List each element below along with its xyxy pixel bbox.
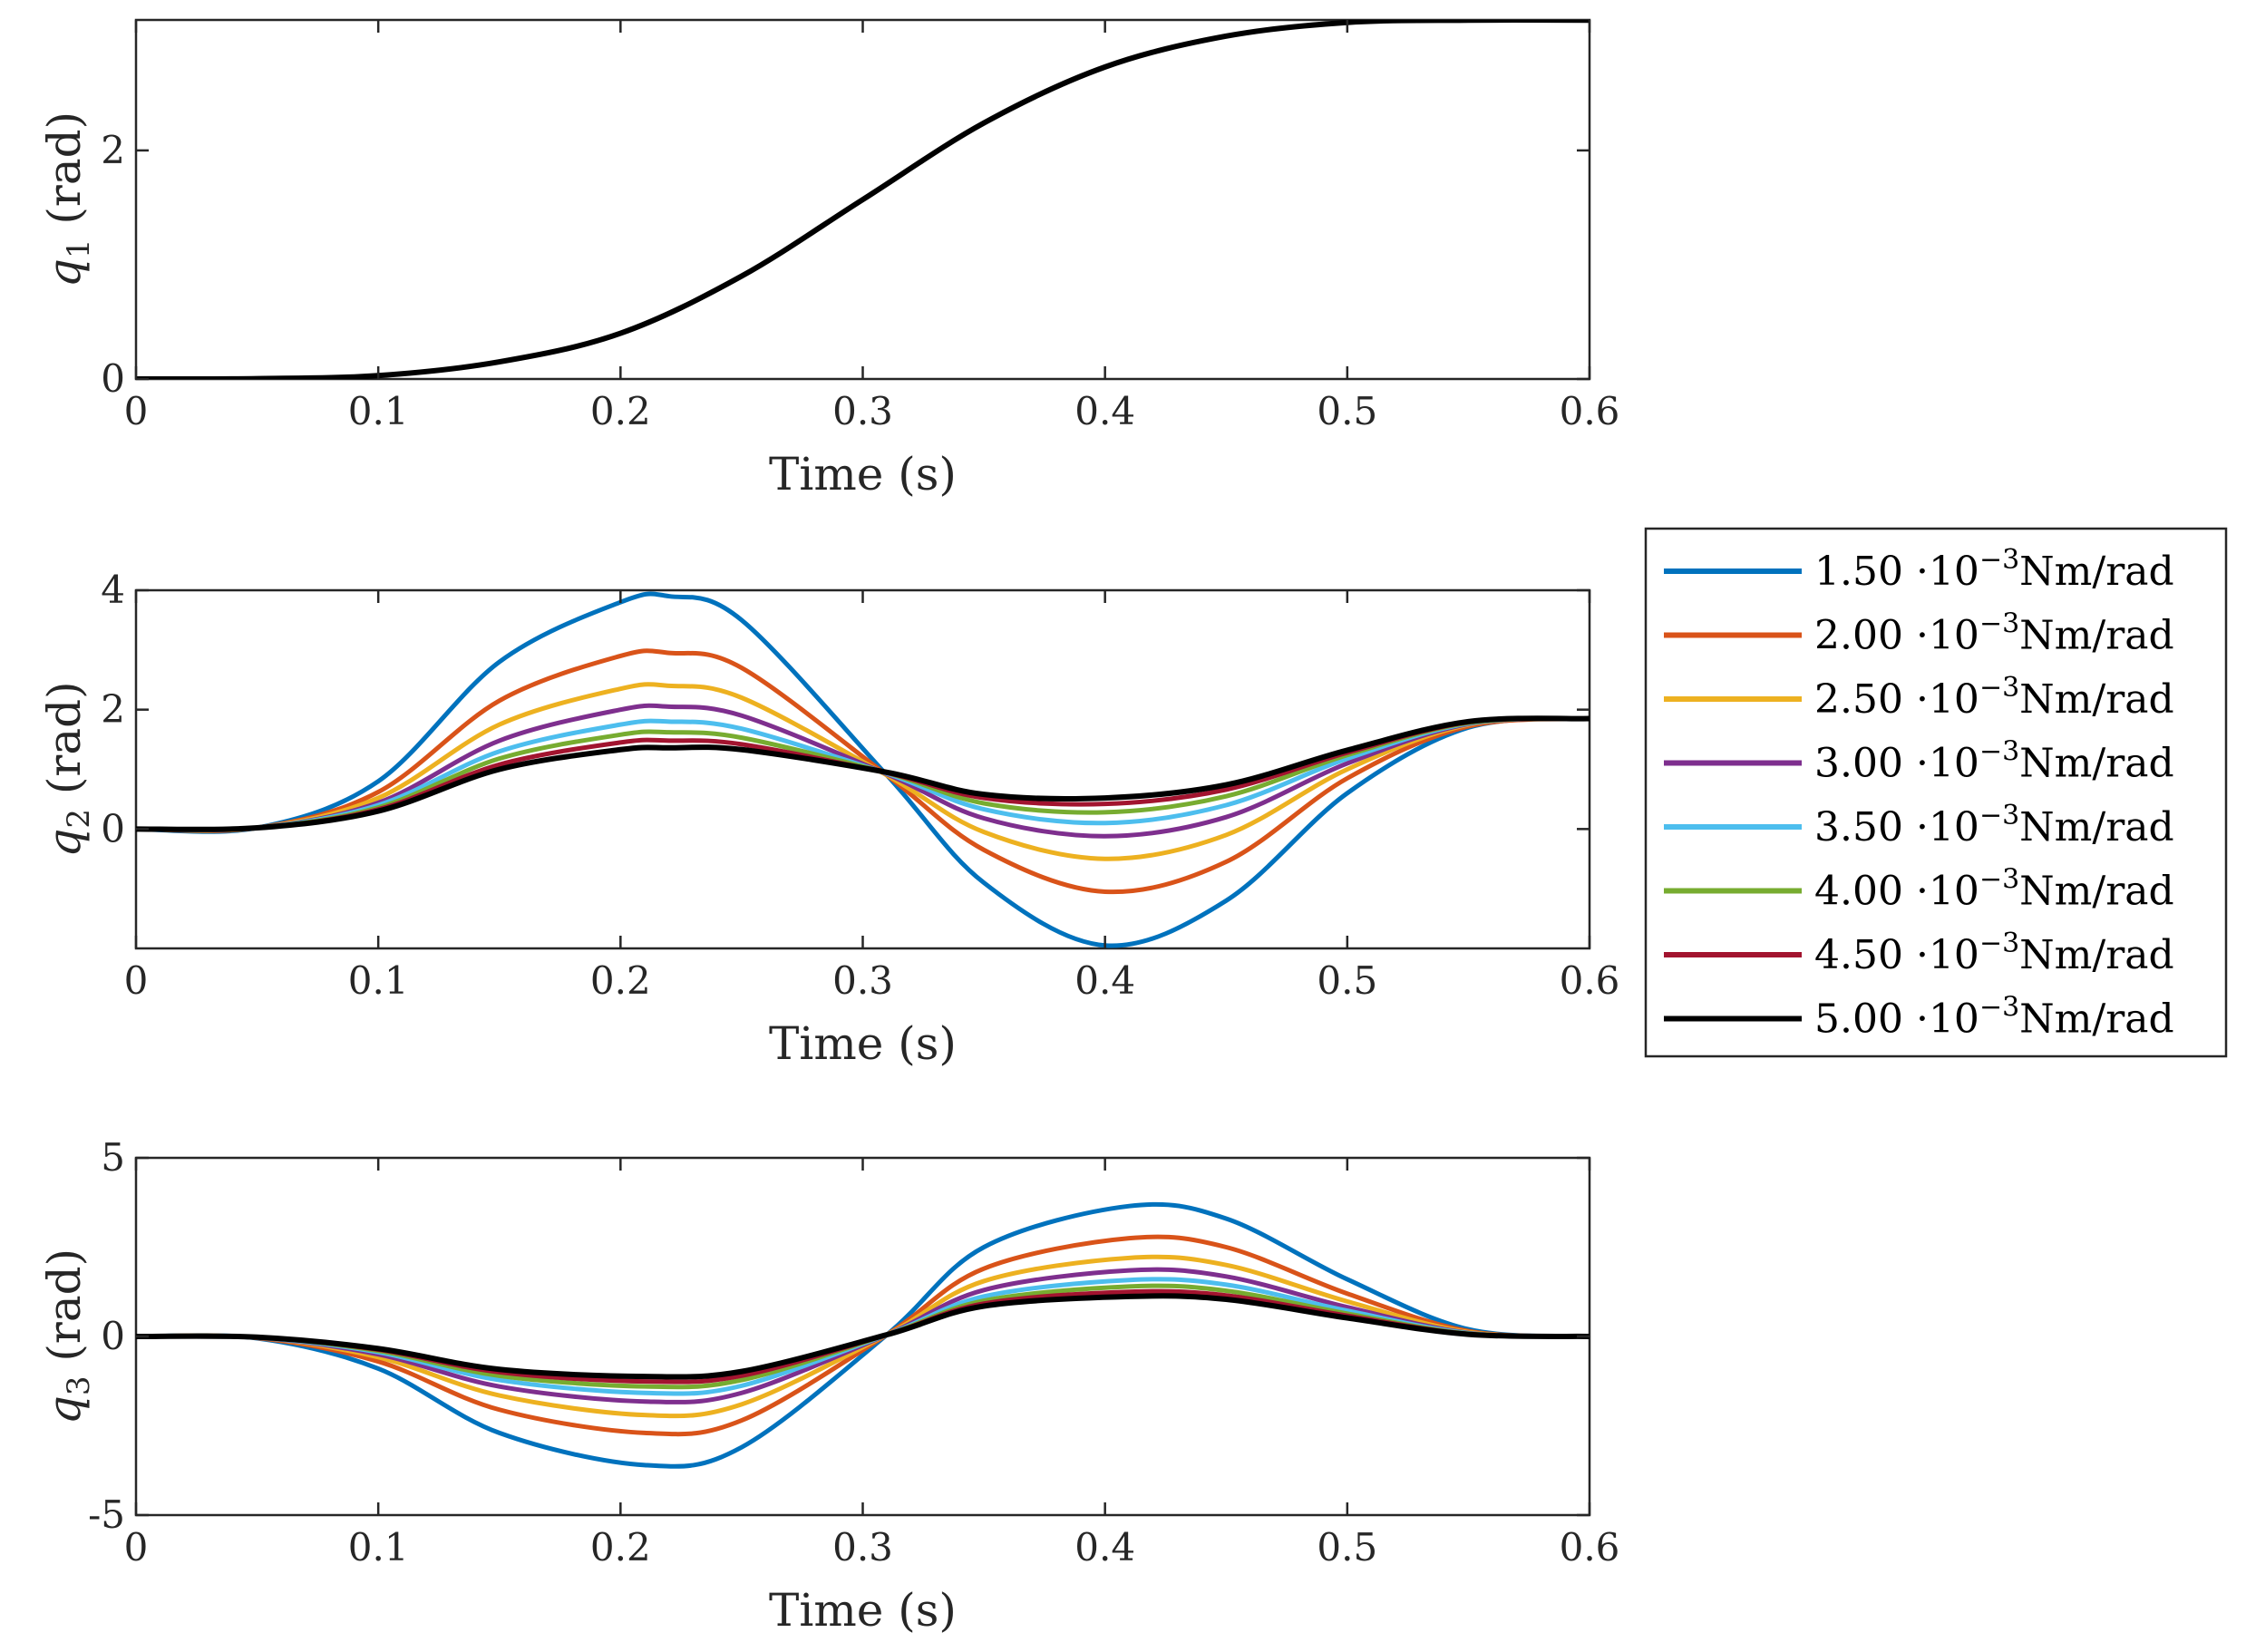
x-tick-label-q2: 0.4 bbox=[1074, 958, 1135, 1003]
x-tick-label-q1: 0.6 bbox=[1560, 389, 1620, 433]
subplots: 0 0.1 0.2 0.3 0.4 0.5 0.6 0 2 Time (s) q1 (rad) 0 0.… bbox=[38, 18, 1620, 1637]
legend-box bbox=[1644, 527, 2228, 1058]
y-tick-label-q3: 5 bbox=[101, 1135, 125, 1180]
series-line-q2-1.50 bbox=[136, 591, 1590, 948]
y-tick-label-q3: -5 bbox=[88, 1492, 125, 1537]
x-tick-label-q1: 0.1 bbox=[348, 389, 409, 433]
legend-label: 4.00 ·10−3Nm/rad bbox=[1814, 864, 2174, 915]
x-tick-label-q3: 0.2 bbox=[590, 1525, 651, 1569]
y-tick-label-q2: 4 bbox=[101, 568, 125, 612]
y-axis-label-q1: q1 (rad) bbox=[38, 112, 97, 287]
y-tick-label-q1: 0 bbox=[101, 356, 125, 401]
x-tick-label-q1: 0.5 bbox=[1317, 389, 1377, 433]
series-line-q2-2.50 bbox=[136, 682, 1590, 861]
x-tick-label-q2: 0.2 bbox=[590, 958, 651, 1003]
y-tick-label-q3: 0 bbox=[101, 1314, 125, 1358]
x-tick-label-q3: 0.1 bbox=[348, 1525, 409, 1569]
series-line-q2-3.00 bbox=[136, 703, 1590, 839]
y-tick-label-q1: 2 bbox=[101, 128, 125, 172]
x-tick-label-q2: 0.5 bbox=[1317, 958, 1377, 1003]
x-tick-label-q1: 0.3 bbox=[832, 389, 893, 433]
y-tick-label-q2: 0 bbox=[101, 806, 125, 850]
y-axis-label-q3: q3 (rad) bbox=[38, 1249, 97, 1424]
x-axis-label-q2: Time (s) bbox=[769, 1017, 957, 1070]
legend-label: 1.50 ·10−3Nm/rad bbox=[1814, 544, 2174, 595]
y-axis-label-q2: q2 (rad) bbox=[38, 681, 97, 857]
x-tick-label-q2: 0.3 bbox=[832, 958, 893, 1003]
x-axis-label-q3: Time (s) bbox=[769, 1584, 957, 1637]
legend-entry-5.00: 5.00 ·10−3Nm/rad bbox=[1664, 992, 2174, 1043]
x-tick-label-q3: 0.3 bbox=[832, 1525, 893, 1569]
x-tick-label-q3: 0.6 bbox=[1560, 1525, 1620, 1569]
x-tick-label-q2: 0.6 bbox=[1560, 958, 1620, 1003]
x-tick-label-q1: 0.2 bbox=[590, 389, 651, 433]
series-line-q2-2.00 bbox=[136, 648, 1590, 895]
series-line-q2-3.50 bbox=[136, 716, 1590, 832]
legend-entry-4.50: 4.50 ·10−3Nm/rad bbox=[1664, 928, 2174, 978]
x-tick-label-q2: 0 bbox=[124, 958, 149, 1003]
legend-label: 3.00 ·10−3Nm/rad bbox=[1814, 736, 2174, 787]
legend-entry-2.00: 2.00 ·10−3Nm/rad bbox=[1664, 608, 2174, 659]
subplot-q2: 0 0.1 0.2 0.3 0.4 0.5 0.6 0 2 4 Time (s) q2 (rad) bbox=[38, 568, 1619, 1070]
series-group-q2 bbox=[136, 591, 1590, 948]
legend: 1.50 ·10−3Nm/rad 2.00 ·10−3Nm/rad 2.50 ·10… bbox=[1644, 527, 2228, 1058]
series-line-q2-5.00 bbox=[136, 715, 1590, 832]
y-tick-label-q2: 2 bbox=[101, 687, 125, 732]
x-tick-label-q2: 0.1 bbox=[348, 958, 409, 1003]
x-tick-label-q3: 0 bbox=[124, 1525, 149, 1569]
x-tick-label-q3: 0.4 bbox=[1074, 1525, 1135, 1569]
subplot-q1: 0 0.1 0.2 0.3 0.4 0.5 0.6 0 2 Time (s) q1 (rad) bbox=[38, 18, 1620, 500]
x-axis-label-q1: Time (s) bbox=[769, 448, 957, 500]
axes-box-q3 bbox=[134, 1156, 1591, 1517]
legend-entry-4.00: 4.00 ·10−3Nm/rad bbox=[1664, 864, 2174, 915]
legend-label: 4.50 ·10−3Nm/rad bbox=[1814, 928, 2174, 978]
series-group-q3 bbox=[136, 1201, 1590, 1469]
legend-label: 2.50 ·10−3Nm/rad bbox=[1814, 672, 2174, 723]
legend-label: 3.50 ·10−3Nm/rad bbox=[1814, 800, 2174, 850]
legend-entry-3.00: 3.00 ·10−3Nm/rad bbox=[1664, 736, 2174, 787]
legend-entry-2.50: 2.50 ·10−3Nm/rad bbox=[1664, 672, 2174, 723]
x-tick-label-q1: 0 bbox=[124, 389, 149, 433]
series-line-q3-5.00 bbox=[136, 1293, 1590, 1380]
legend-entry-1.50: 1.50 ·10−3Nm/rad bbox=[1664, 544, 2174, 595]
x-tick-label-q3: 0.5 bbox=[1317, 1525, 1377, 1569]
legend-label: 2.00 ·10−3Nm/rad bbox=[1814, 608, 2174, 659]
legend-entry-3.50: 3.50 ·10−3Nm/rad bbox=[1664, 800, 2174, 850]
legend-label: 5.00 ·10−3Nm/rad bbox=[1814, 992, 2174, 1043]
x-tick-label-q1: 0.4 bbox=[1074, 389, 1135, 433]
